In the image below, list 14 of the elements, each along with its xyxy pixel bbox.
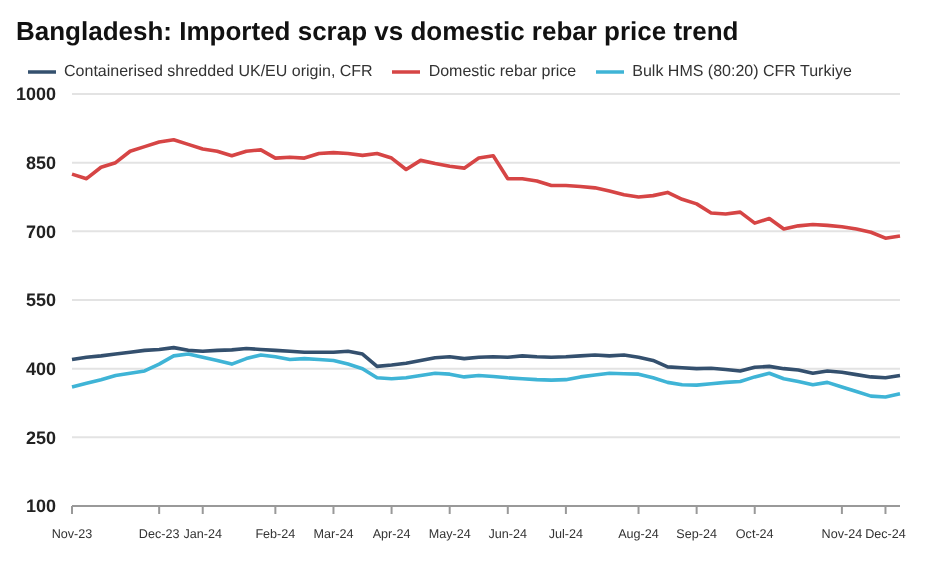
chart-title: Bangladesh: Imported scrap vs domestic rebar price trend (16, 16, 741, 46)
line-series (70, 352, 902, 399)
legend-label: Containerised shredded UK/EU origin, CFR (64, 62, 373, 81)
y-tick-label: 550 (25, 290, 56, 311)
legend-label: Domestic rebar price (428, 62, 577, 81)
y-tick-label: 250 (25, 427, 56, 448)
y-tick-label: 1000 (15, 84, 56, 105)
y-tick-label: 700 (25, 221, 56, 242)
line-series (70, 137, 902, 240)
y-tick-label: 100 (25, 496, 56, 517)
y-tick-label: 400 (25, 359, 56, 380)
y-tick-label: 850 (25, 153, 56, 174)
line-series (70, 345, 902, 380)
legend-label: Bulk HMS (80:20) CFR Turkiye (632, 62, 852, 81)
